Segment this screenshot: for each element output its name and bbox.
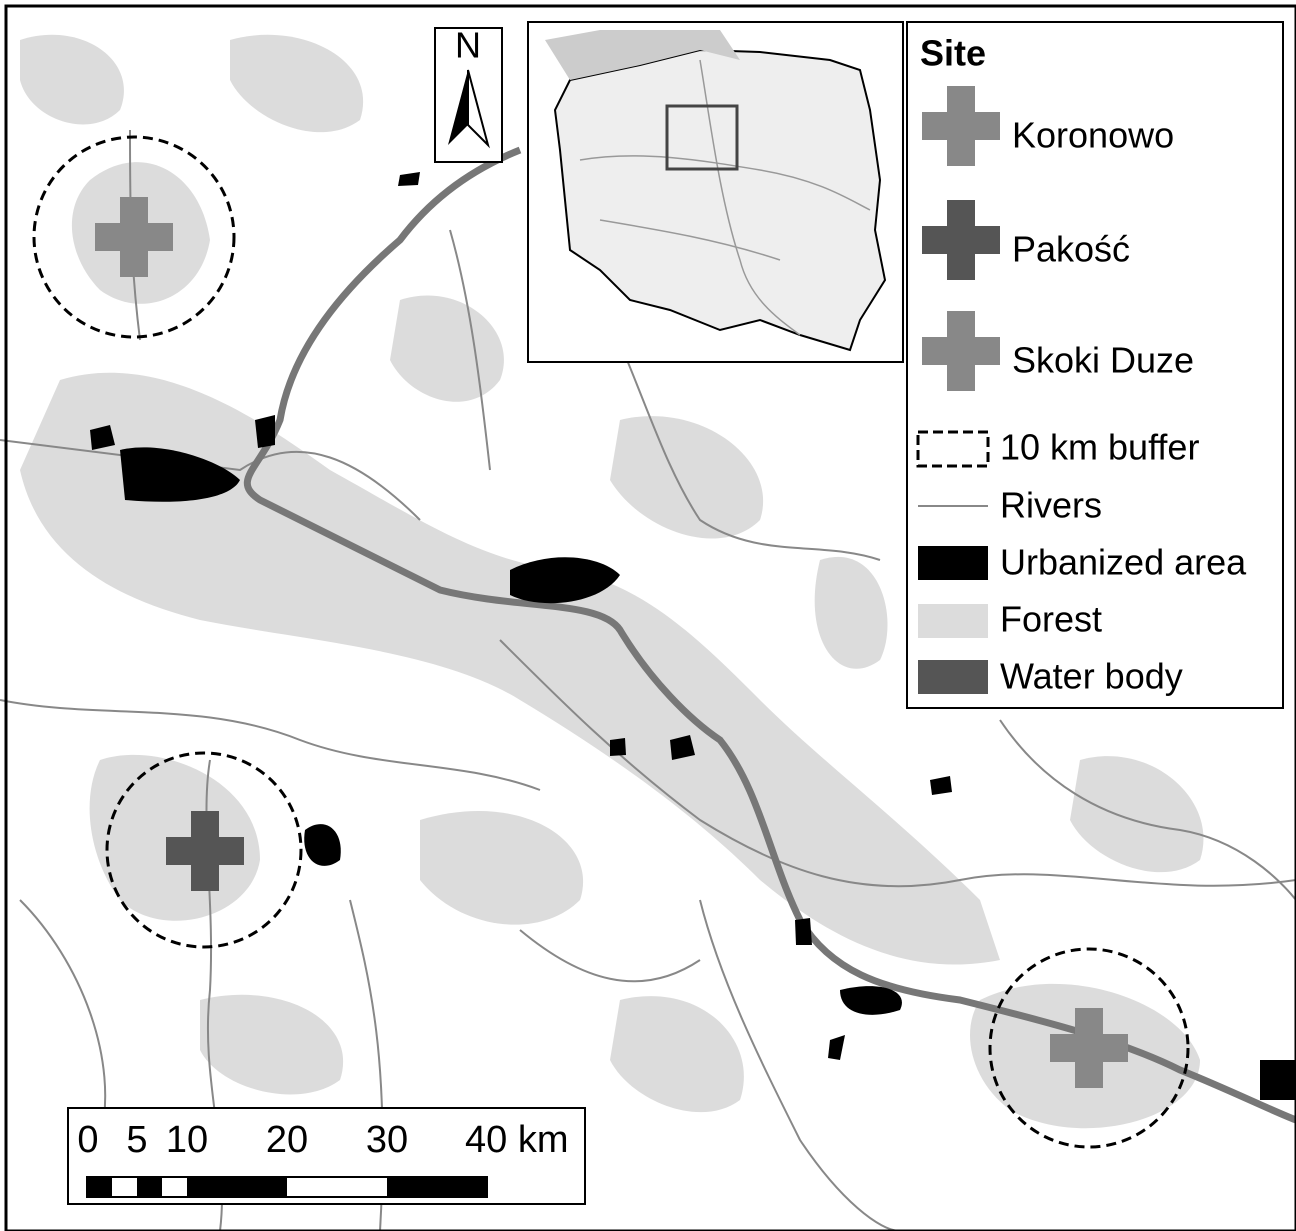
legend-title: Site — [920, 33, 986, 74]
legend-layer: Forest — [1000, 599, 1102, 640]
scale-label: 40 km — [465, 1119, 568, 1161]
north-label: N — [455, 25, 481, 66]
scale-label: 30 — [366, 1119, 408, 1161]
legend-site: Pakość — [1012, 229, 1130, 270]
inset-map — [528, 22, 903, 362]
legend-layer: Water body — [1000, 656, 1183, 697]
legend-site: Koronowo — [1012, 115, 1174, 156]
scale-label: 5 — [126, 1119, 147, 1161]
legend: Site Koronowo Pakość Skoki Duze 10 km bu… — [907, 22, 1283, 708]
scale-label: 10 — [166, 1119, 208, 1161]
map: N Site Koronowo Pakość Skoki Duze 10 km … — [0, 0, 1296, 1231]
legend-layer: Rivers — [1000, 485, 1102, 526]
legend-layer: Urbanized area — [1000, 542, 1247, 583]
north-arrow: N — [435, 25, 502, 162]
page: N Site Koronowo Pakość Skoki Duze 10 km … — [0, 0, 1296, 1231]
scale-label: 20 — [266, 1119, 308, 1161]
scale-bar: 0 5 10 20 30 40 km — [68, 1108, 585, 1204]
legend-layer: 10 km buffer — [1000, 427, 1199, 468]
legend-site: Skoki Duze — [1012, 340, 1194, 381]
scale-label: 0 — [77, 1119, 98, 1161]
